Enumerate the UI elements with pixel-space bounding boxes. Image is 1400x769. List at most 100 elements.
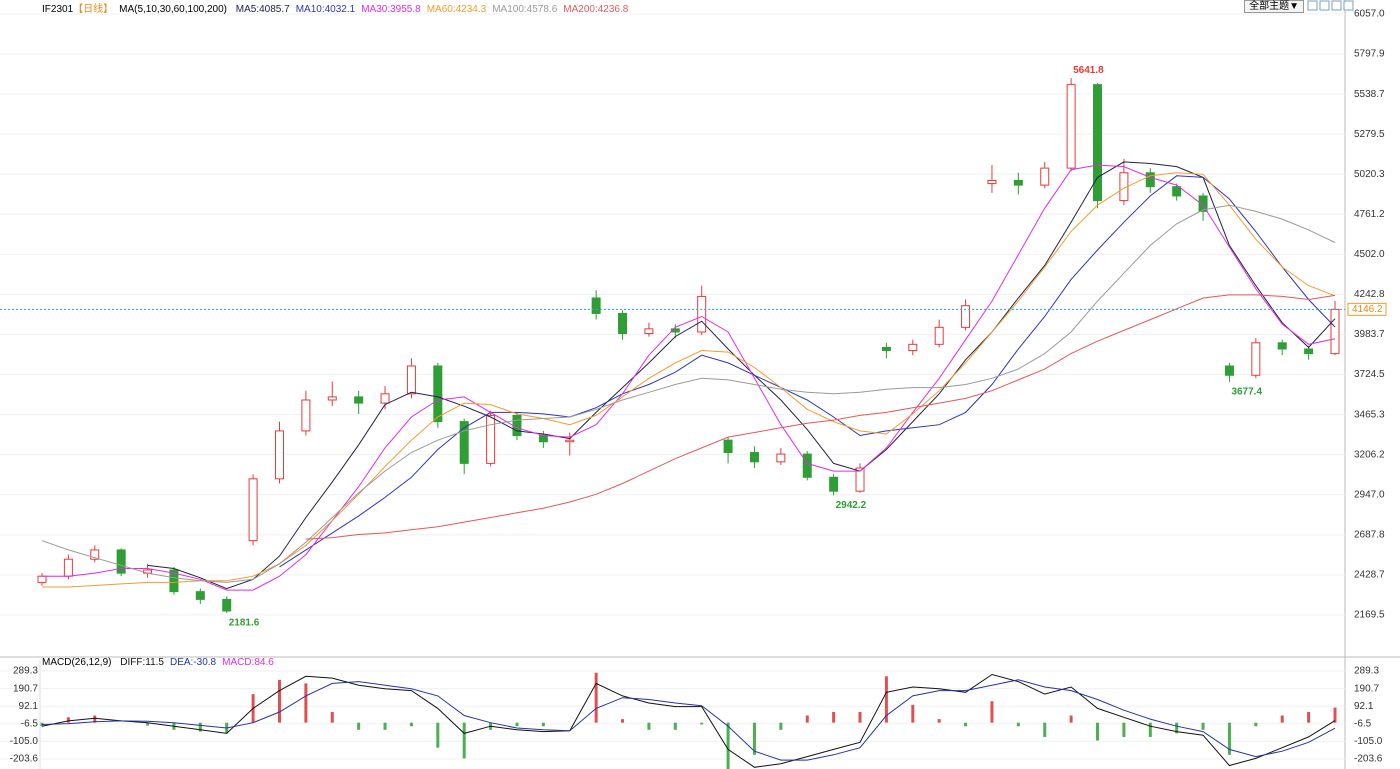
y-tick-label: 5279.5 (1354, 129, 1385, 140)
candle-body (908, 343, 918, 352)
y-tick-label: 3465.3 (1354, 409, 1385, 420)
candle-body (1277, 342, 1287, 350)
macd-bar (304, 683, 308, 723)
macd-title: MACD(26,12,9) (42, 657, 112, 668)
y-tick-label: 2947.0 (1354, 489, 1385, 500)
legend-entry: MA200:4236.8 (563, 4, 629, 15)
y-tick-label: 6057.0 (1354, 9, 1385, 20)
current-price-box (1347, 302, 1387, 316)
macd-line (41, 679, 1336, 761)
y-tick-label: 289.3 (1354, 666, 1379, 677)
candle-body (406, 365, 416, 395)
ma-label: MA(5,10,30,60,100,200) (119, 4, 227, 15)
candle-body (354, 396, 364, 404)
legend-entry: MA30:3955.8 (361, 4, 421, 15)
ma-line (305, 294, 1336, 540)
macd-bar (726, 722, 730, 769)
macd-bar (621, 719, 625, 723)
macd-bar (436, 722, 440, 748)
macd-bar (357, 722, 361, 730)
extreme-label: 3677.4 (1231, 386, 1262, 397)
y-tick-label: 2687.8 (1354, 529, 1385, 540)
y-tick-label: 190.7 (1354, 683, 1379, 694)
candle-body (1224, 365, 1234, 376)
candle-body (327, 396, 337, 401)
ma-line (42, 164, 1336, 591)
current-price-label: 4146.2 (1352, 304, 1383, 315)
macd-bar (1043, 722, 1047, 737)
macd-bar (779, 722, 783, 730)
macd-bar (277, 679, 281, 723)
legend-entry: MA5:4085.7 (235, 4, 290, 15)
macd-bar (1333, 707, 1337, 723)
candle-body (670, 328, 680, 333)
candle-body (116, 549, 126, 574)
candle-body (248, 478, 258, 542)
candle-body (1304, 348, 1314, 355)
extreme-label: 2942.2 (836, 500, 867, 511)
macd-bar (541, 722, 545, 727)
candle-body (1013, 179, 1023, 186)
macd-bar (594, 672, 598, 723)
candle-body (987, 179, 997, 185)
y-tick-label: 5538.7 (1354, 89, 1385, 100)
macd-bar (1201, 722, 1205, 730)
icon[interactable] (1307, 0, 1318, 11)
icon[interactable] (1331, 0, 1342, 11)
candle-body (881, 346, 891, 352)
ma-line (41, 204, 1336, 583)
macd-bar (198, 722, 202, 732)
candle-body (512, 414, 522, 437)
candle-body (1172, 186, 1182, 197)
macd-bar (858, 711, 862, 723)
candle-body (37, 575, 47, 583)
macd-bar (990, 701, 994, 723)
legend-entry: MA60:4234.3 (426, 4, 487, 15)
candle-body (934, 326, 944, 345)
macd-bar (383, 722, 387, 730)
y-tick-label: 289.3 (13, 666, 38, 677)
icon[interactable] (1319, 0, 1330, 11)
candle-body (1145, 172, 1155, 188)
candle-body (829, 476, 839, 492)
y-tick-label: 4502.0 (1354, 249, 1385, 260)
y-tick-label: 3983.7 (1354, 329, 1385, 340)
macd-bar (409, 722, 413, 727)
toolbar-icons[interactable] (1307, 0, 1354, 11)
macd-bar (1307, 711, 1311, 723)
candle-body (697, 295, 707, 333)
candle-body (723, 439, 733, 454)
macd-bar (1122, 722, 1126, 737)
macd-bar (832, 711, 836, 723)
y-tick-label: 4242.8 (1354, 289, 1385, 300)
macd-bar (884, 676, 888, 723)
theme-button[interactable]: 全部主题▼ (1244, 0, 1304, 13)
candle-body (802, 453, 812, 478)
candle-body (538, 435, 548, 443)
candle-body (301, 399, 311, 432)
candle-body (1093, 84, 1103, 202)
macd-bar (1280, 715, 1284, 723)
candle-body (618, 312, 628, 335)
macd-line (41, 673, 1336, 768)
macd-bar (1069, 715, 1073, 723)
extreme-label: 2181.6 (229, 618, 260, 629)
candle-body (644, 328, 654, 335)
macd-bar (805, 715, 809, 723)
legend-entry: MA10:4032.1 (295, 4, 356, 15)
candle-body (222, 598, 232, 612)
candle-body (274, 430, 284, 480)
candle-body (433, 365, 443, 423)
ma-line (279, 175, 1336, 568)
macd-bar (700, 722, 704, 725)
legend-entry: DEA:-30.8 (169, 657, 217, 668)
macd-bar (911, 704, 915, 723)
y-tick-label: -6.5 (21, 718, 39, 729)
y-tick-label: 5020.3 (1354, 169, 1385, 180)
y-tick-label: -105.0 (1354, 736, 1383, 747)
macd-bar (330, 711, 334, 723)
y-tick-label: 2428.7 (1354, 570, 1385, 581)
icon[interactable] (1343, 0, 1354, 11)
y-tick-label: -105.0 (10, 736, 39, 747)
